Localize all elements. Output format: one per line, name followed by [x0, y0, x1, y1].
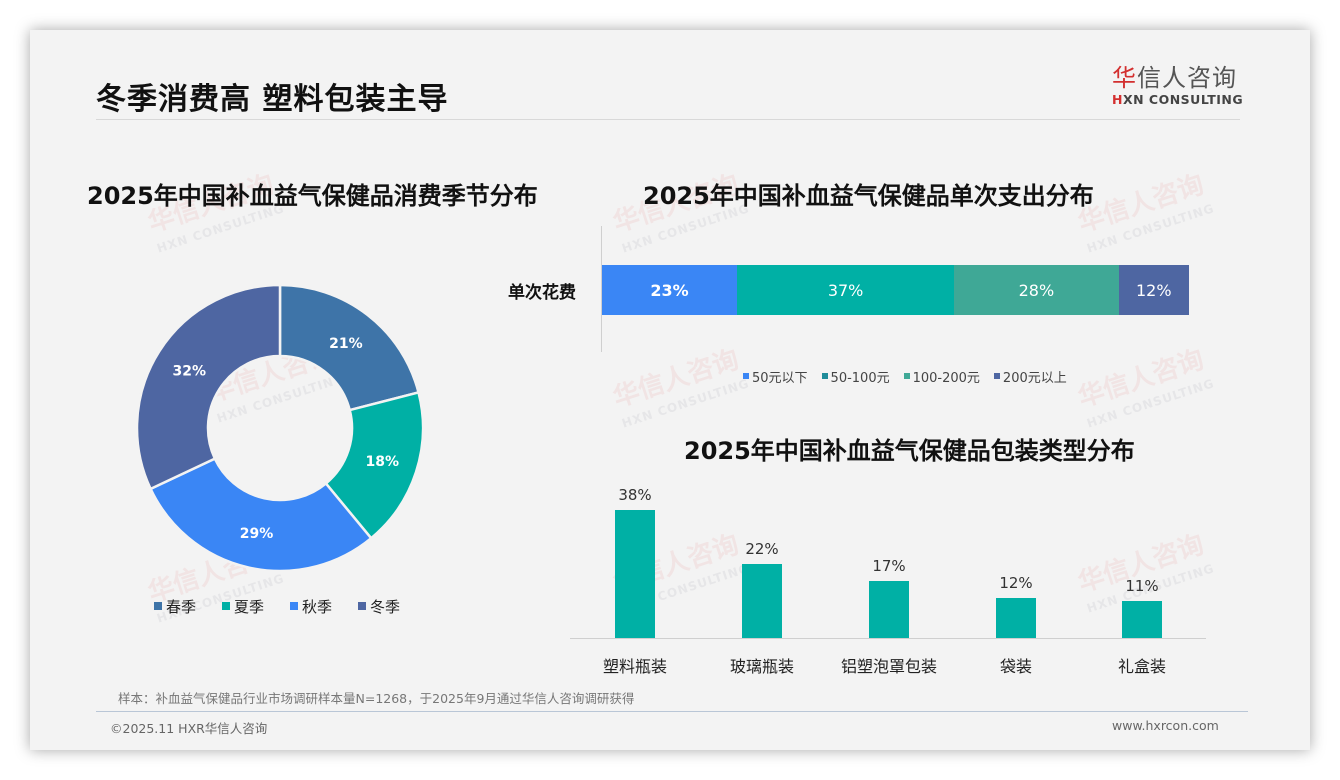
spend-segment: 12%: [1118, 265, 1189, 315]
spend-segment: 28%: [954, 265, 1119, 315]
bar-value-label: 11%: [1125, 576, 1159, 595]
legend-swatch: [903, 373, 910, 379]
bar: [742, 563, 782, 638]
logo-en-rest: XN CONSULTING: [1122, 92, 1244, 107]
legend-label: 夏季: [234, 597, 265, 616]
legend-swatch: [993, 373, 1000, 379]
bar: [996, 597, 1036, 638]
legend-label: 50-100元: [830, 370, 890, 386]
bar: [869, 580, 909, 638]
bar-value-label: 17%: [872, 556, 906, 575]
donut-slice-label: 21%: [329, 336, 363, 352]
spend-axis-line: [601, 226, 602, 352]
x-axis-line: [570, 638, 1206, 639]
legend-label: 冬季: [370, 597, 401, 616]
bar: [615, 510, 655, 638]
legend-item: 200元以上: [993, 367, 1067, 386]
legend-item: 50元以下: [743, 367, 808, 386]
bar-category-label: 铝塑泡罩包装: [840, 657, 937, 676]
website-link[interactable]: www.hxrcon.com: [1112, 718, 1219, 733]
season-chart-title: 2025年中国补血益气保健品消费季节分布: [87, 182, 538, 210]
legend-item: 冬季: [358, 596, 400, 617]
donut-slice-label: 18%: [365, 454, 399, 470]
spend-segment: 37%: [737, 265, 955, 315]
logo-cn-red: 华: [1112, 64, 1137, 92]
legend-label: 100-200元: [912, 370, 980, 386]
legend-swatch: [821, 373, 828, 379]
legend-swatch: [358, 602, 367, 610]
logo-cn: 华信人咨询: [1112, 64, 1242, 92]
legend-item: 100-200元: [903, 367, 980, 386]
package-bar-chart: 38% 塑料瓶装 22% 玻璃瓶装 17% 铝塑泡罩包装 12% 袋装 11% 礼盒装: [570, 470, 1210, 680]
legend-label: 秋季: [302, 597, 333, 616]
copyright: ©2025.11 HXR华信人咨询: [110, 721, 268, 736]
bar-category-label: 塑料瓶装: [602, 657, 667, 676]
legend-swatch: [154, 602, 162, 610]
legend-swatch: [222, 602, 231, 610]
logo-cn-rest: 信人咨询: [1137, 64, 1237, 92]
spend-segment: 23%: [602, 265, 737, 315]
watermark: 华信人咨询 HXN CONSULTING: [1074, 169, 1217, 256]
legend-swatch: [290, 602, 299, 610]
bar-category-label: 袋装: [999, 657, 1032, 676]
legend-item: 春季: [154, 596, 196, 617]
bar-value-label: 12%: [999, 573, 1033, 592]
bar-value-label: 22%: [745, 539, 779, 558]
logo-en-red: H: [1112, 92, 1123, 107]
donut-slice-春季: [278, 283, 421, 412]
sample-footnote: 样本：补血益气保健品行业市场调研样本量N=1268，于2025年9月通过华信人咨…: [118, 691, 635, 706]
page-title: 冬季消费高 塑料包装主导: [96, 82, 449, 117]
spend-chart-title: 2025年中国补血益气保健品单次支出分布: [643, 182, 1094, 210]
legend-item: 秋季: [290, 596, 332, 617]
spend-stacked-bar: 23% 37% 28% 12%: [602, 265, 1189, 315]
legend-label: 50元以下: [752, 370, 808, 386]
donut-slice-秋季: [148, 456, 373, 573]
donut-slice-夏季: [324, 390, 425, 540]
slide: 冬季消费高 塑料包装主导 华信人咨询 HXN CONSULTING 华信人咨询 H…: [30, 30, 1310, 750]
bar-value-label: 38%: [618, 486, 652, 504]
package-chart-title: 2025年中国补血益气保健品包装类型分布: [684, 437, 1135, 465]
spend-row-label: 单次花费: [508, 283, 576, 303]
bar: [1122, 600, 1162, 638]
donut-slice-label: 32%: [172, 363, 206, 379]
season-donut-chart: 21% 18% 29% 32%: [135, 283, 425, 573]
legend-label: 200元以上: [1002, 370, 1067, 386]
company-logo: 华信人咨询 HXN CONSULTING: [1112, 64, 1244, 107]
season-legend: 春季 夏季 秋季 冬季: [154, 595, 426, 617]
donut-slice-label: 29%: [240, 526, 274, 542]
legend-item: 50-100元: [821, 367, 890, 386]
legend-item: 夏季: [222, 596, 264, 617]
donut-slice-冬季: [135, 283, 282, 491]
bar-category-label: 礼盒装: [1117, 657, 1166, 676]
watermark: 华信人咨询 HXN CONSULTING: [609, 344, 752, 431]
spend-legend: 50元以下 50-100元 100-200元 200元以上: [743, 364, 1081, 386]
legend-label: 春季: [166, 597, 197, 616]
legend-swatch: [743, 373, 749, 379]
footer-divider: [96, 711, 1248, 712]
title-divider: [96, 119, 1240, 120]
bar-category-label: 玻璃瓶装: [729, 657, 794, 676]
logo-en: HXN CONSULTING: [1112, 92, 1244, 107]
watermark: 华信人咨询 HXN CONSULTING: [1074, 344, 1217, 431]
